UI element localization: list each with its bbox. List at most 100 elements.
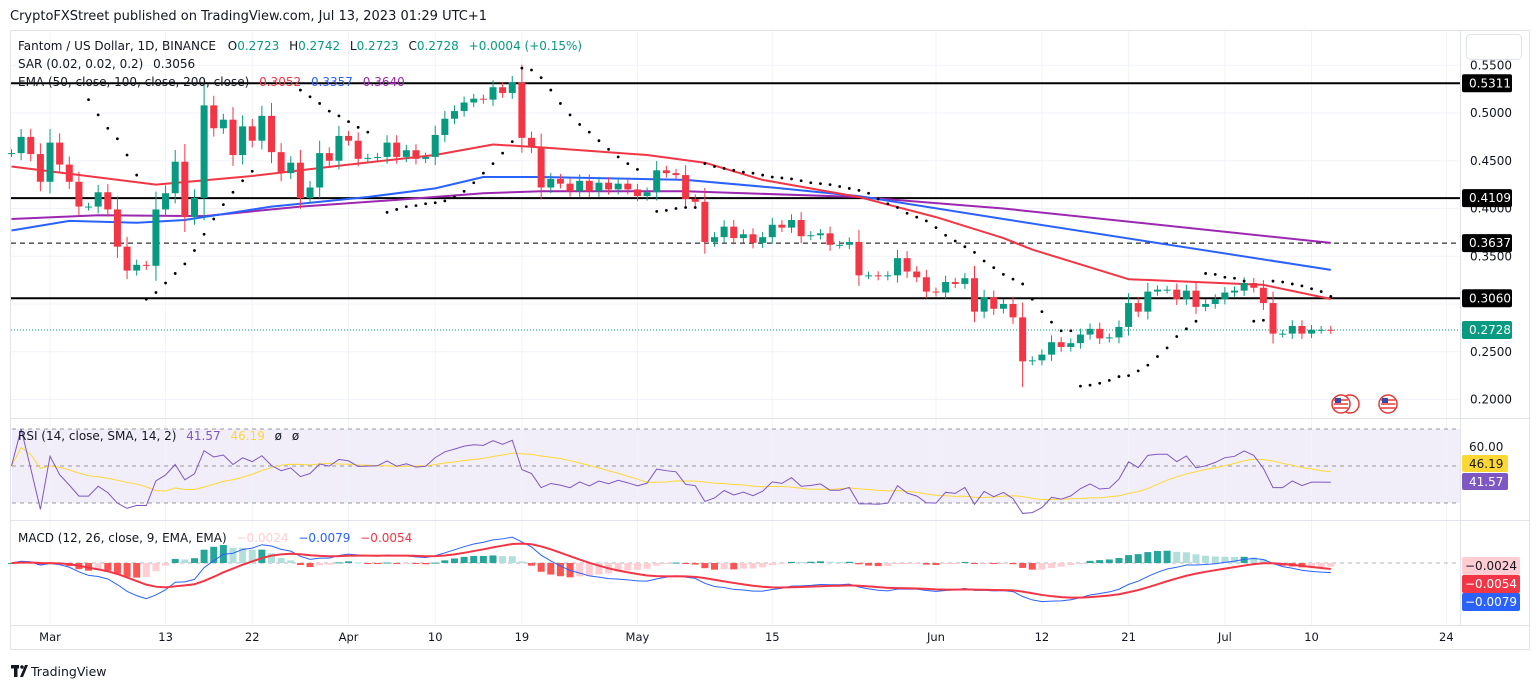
- sar-dot: [1127, 374, 1130, 378]
- candle-body: [1125, 303, 1133, 327]
- sar-dot: [154, 291, 158, 294]
- candle-body: [1019, 317, 1027, 362]
- candle-body: [749, 234, 757, 243]
- candle-body: [643, 192, 651, 197]
- candle-body: [85, 206, 93, 208]
- close-value: 0.2728: [417, 39, 459, 53]
- candle: [27, 128, 35, 162]
- macd-legend[interactable]: MACD (12, 26, close, 9, EMA, EMA) −0.002…: [18, 531, 412, 545]
- macd-hist-badge: −0.0024: [1462, 557, 1520, 575]
- sar-dot: [799, 179, 803, 183]
- candle-body: [1231, 290, 1239, 293]
- candle: [373, 152, 381, 162]
- candle-body: [836, 244, 844, 246]
- candle: [816, 229, 824, 240]
- macd-histogram-bar: [335, 562, 343, 564]
- macd-histogram-bar: [1231, 556, 1239, 563]
- candle: [181, 144, 189, 232]
- macd-pane[interactable]: [8, 536, 1335, 603]
- candle: [1144, 282, 1152, 320]
- sar-dot: [953, 239, 957, 243]
- macd-histogram-bar: [662, 563, 670, 564]
- candle: [556, 173, 564, 189]
- candle-body: [1279, 333, 1287, 335]
- last-price-badge: [1462, 320, 1512, 339]
- candle-body: [865, 275, 873, 277]
- candle-body: [258, 115, 266, 141]
- candle-body: [999, 304, 1007, 309]
- parabolic-sar: [87, 66, 1333, 388]
- candle: [1250, 277, 1258, 293]
- candles[interactable]: [8, 64, 1335, 388]
- candle: [85, 202, 93, 211]
- level-price-label: 0.3637: [1469, 236, 1511, 250]
- sar-dot: [520, 66, 524, 70]
- symbol-legend[interactable]: Fantom / US Dollar, 1D, BINANCE O0.2723 …: [18, 39, 582, 53]
- candle: [845, 237, 853, 250]
- candle: [922, 269, 930, 299]
- sar-dot: [356, 125, 360, 129]
- candle: [1279, 329, 1287, 338]
- macd-histogram-bar: [1144, 552, 1152, 563]
- level-price-label: 0.3060: [1469, 291, 1511, 305]
- horizontal-levels[interactable]: [11, 82, 1460, 331]
- price-axis[interactable]: 0.55000.50000.45000.40000.35000.25000.20…: [1462, 58, 1512, 407]
- tradingview-logo[interactable]: TradingView: [11, 664, 107, 679]
- macd-histogram-bar: [990, 563, 998, 564]
- sar-dot: [327, 109, 331, 113]
- macd-histogram-bar: [855, 563, 863, 565]
- macd-histogram-bar: [807, 561, 815, 563]
- candle-body: [190, 197, 198, 218]
- candle: [508, 75, 516, 99]
- sar-dot: [443, 199, 447, 203]
- candle-body: [845, 241, 853, 245]
- macd-histogram-bar: [643, 563, 651, 569]
- candle: [720, 220, 728, 244]
- chart-frame: [10, 30, 1530, 650]
- rsi-pane[interactable]: [11, 428, 1331, 514]
- candle-body: [335, 135, 343, 161]
- candle-body: [710, 237, 718, 242]
- candle: [1202, 299, 1210, 312]
- macd-histogram-bar: [1163, 550, 1171, 563]
- svg-text:−0.0079: −0.0079: [1465, 595, 1517, 609]
- candle-body: [807, 235, 815, 237]
- candle: [123, 236, 131, 280]
- macd-histogram-bar: [537, 563, 545, 572]
- candle: [778, 220, 786, 232]
- macd-histogram-bar: [961, 561, 969, 563]
- macd-histogram-bar: [874, 563, 882, 567]
- candle-body: [345, 135, 353, 141]
- macd-histogram-bar: [951, 563, 959, 564]
- candle-body: [913, 271, 921, 278]
- sar-dot: [559, 102, 562, 105]
- sar-dot: [87, 98, 90, 102]
- candle: [287, 156, 295, 180]
- us-flag-event-icon[interactable]: [1378, 394, 1398, 414]
- candle: [701, 187, 709, 254]
- candle-body: [1134, 303, 1142, 312]
- rsi-legend[interactable]: RSI (14, close, SMA, 14, 2) 41.57 46.19 …: [18, 429, 299, 443]
- us-flag-event-icon[interactable]: [1331, 394, 1360, 414]
- time-axis[interactable]: Mar 13 22 Apr 10 19 May 15 Jun 12 21 Jul 10 24: [39, 630, 1454, 644]
- sar-dot: [693, 206, 697, 209]
- sar-dot: [732, 168, 736, 172]
- sar-dot: [847, 187, 851, 190]
- time-axis-label: 10: [1304, 630, 1319, 644]
- level-price-badge: [1462, 289, 1512, 308]
- ema-legend[interactable]: EMA (50, close, 100, close, 200, close) …: [18, 75, 405, 89]
- candle-body: [1327, 329, 1335, 331]
- candle: [1009, 296, 1017, 324]
- macd-histogram-bar: [942, 563, 950, 564]
- sar-dot: [944, 233, 948, 237]
- sar-dot: [1136, 369, 1140, 373]
- chart-settings-button[interactable]: [1466, 34, 1522, 60]
- sar-dot: [144, 297, 148, 301]
- time-axis-label: Jun: [926, 630, 945, 644]
- sar-legend[interactable]: SAR (0.02, 0.02, 0.2) 0.3056: [18, 57, 195, 71]
- candle-body: [951, 282, 959, 284]
- candle: [585, 174, 593, 198]
- macd-histogram-bar: [1076, 563, 1084, 564]
- candle: [605, 177, 613, 195]
